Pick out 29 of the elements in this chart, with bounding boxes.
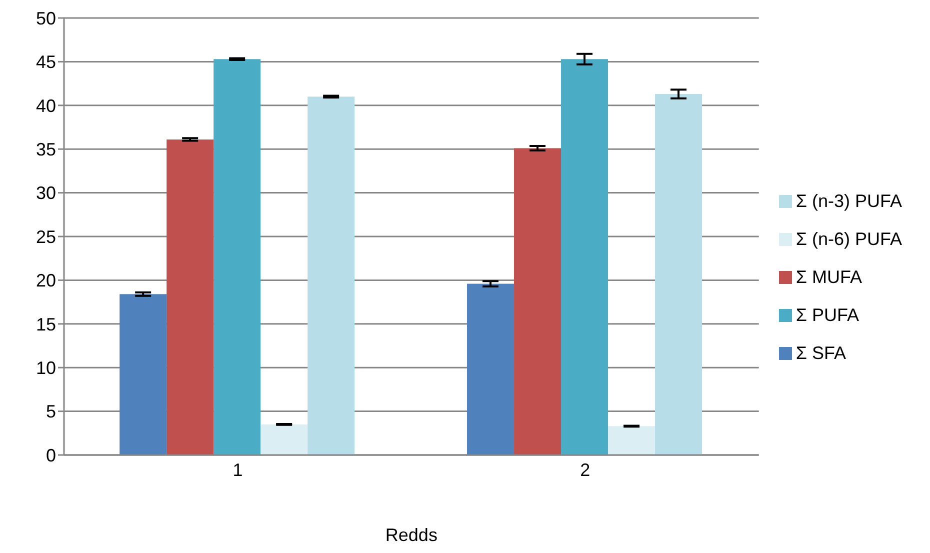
bar	[260, 424, 308, 455]
x-tick-label: 2	[580, 460, 590, 480]
y-tick-label: 50	[36, 8, 56, 28]
bar	[214, 59, 261, 455]
bar	[655, 94, 702, 455]
bar	[608, 426, 656, 455]
y-tick-label: 0	[46, 445, 56, 466]
y-tick-label: 45	[36, 52, 56, 72]
bar	[166, 139, 214, 455]
legend-label: Σ PUFA	[796, 304, 859, 324]
y-tick-label: 25	[36, 226, 56, 247]
bar	[514, 148, 562, 455]
y-tick-label: 20	[36, 270, 56, 291]
legend-label: Σ MUFA	[796, 266, 862, 286]
legend-label: Σ (n-3) PUFA	[796, 190, 902, 210]
y-tick-label: 10	[36, 358, 56, 378]
y-tick-label: 35	[36, 139, 56, 160]
x-axis-title: Redds	[385, 525, 438, 545]
legend-label: Σ SFA	[796, 342, 846, 362]
y-tick-label: 30	[36, 183, 56, 204]
y-tick-label: 5	[46, 402, 56, 422]
bar	[467, 284, 514, 455]
bar	[120, 294, 167, 455]
bar	[561, 59, 608, 455]
bar	[308, 96, 355, 455]
legend-label: Σ (n-6) PUFA	[796, 228, 902, 248]
y-tick-label: 15	[36, 314, 56, 334]
y-tick-label: 40	[36, 96, 56, 116]
x-tick-label: 1	[232, 460, 243, 480]
